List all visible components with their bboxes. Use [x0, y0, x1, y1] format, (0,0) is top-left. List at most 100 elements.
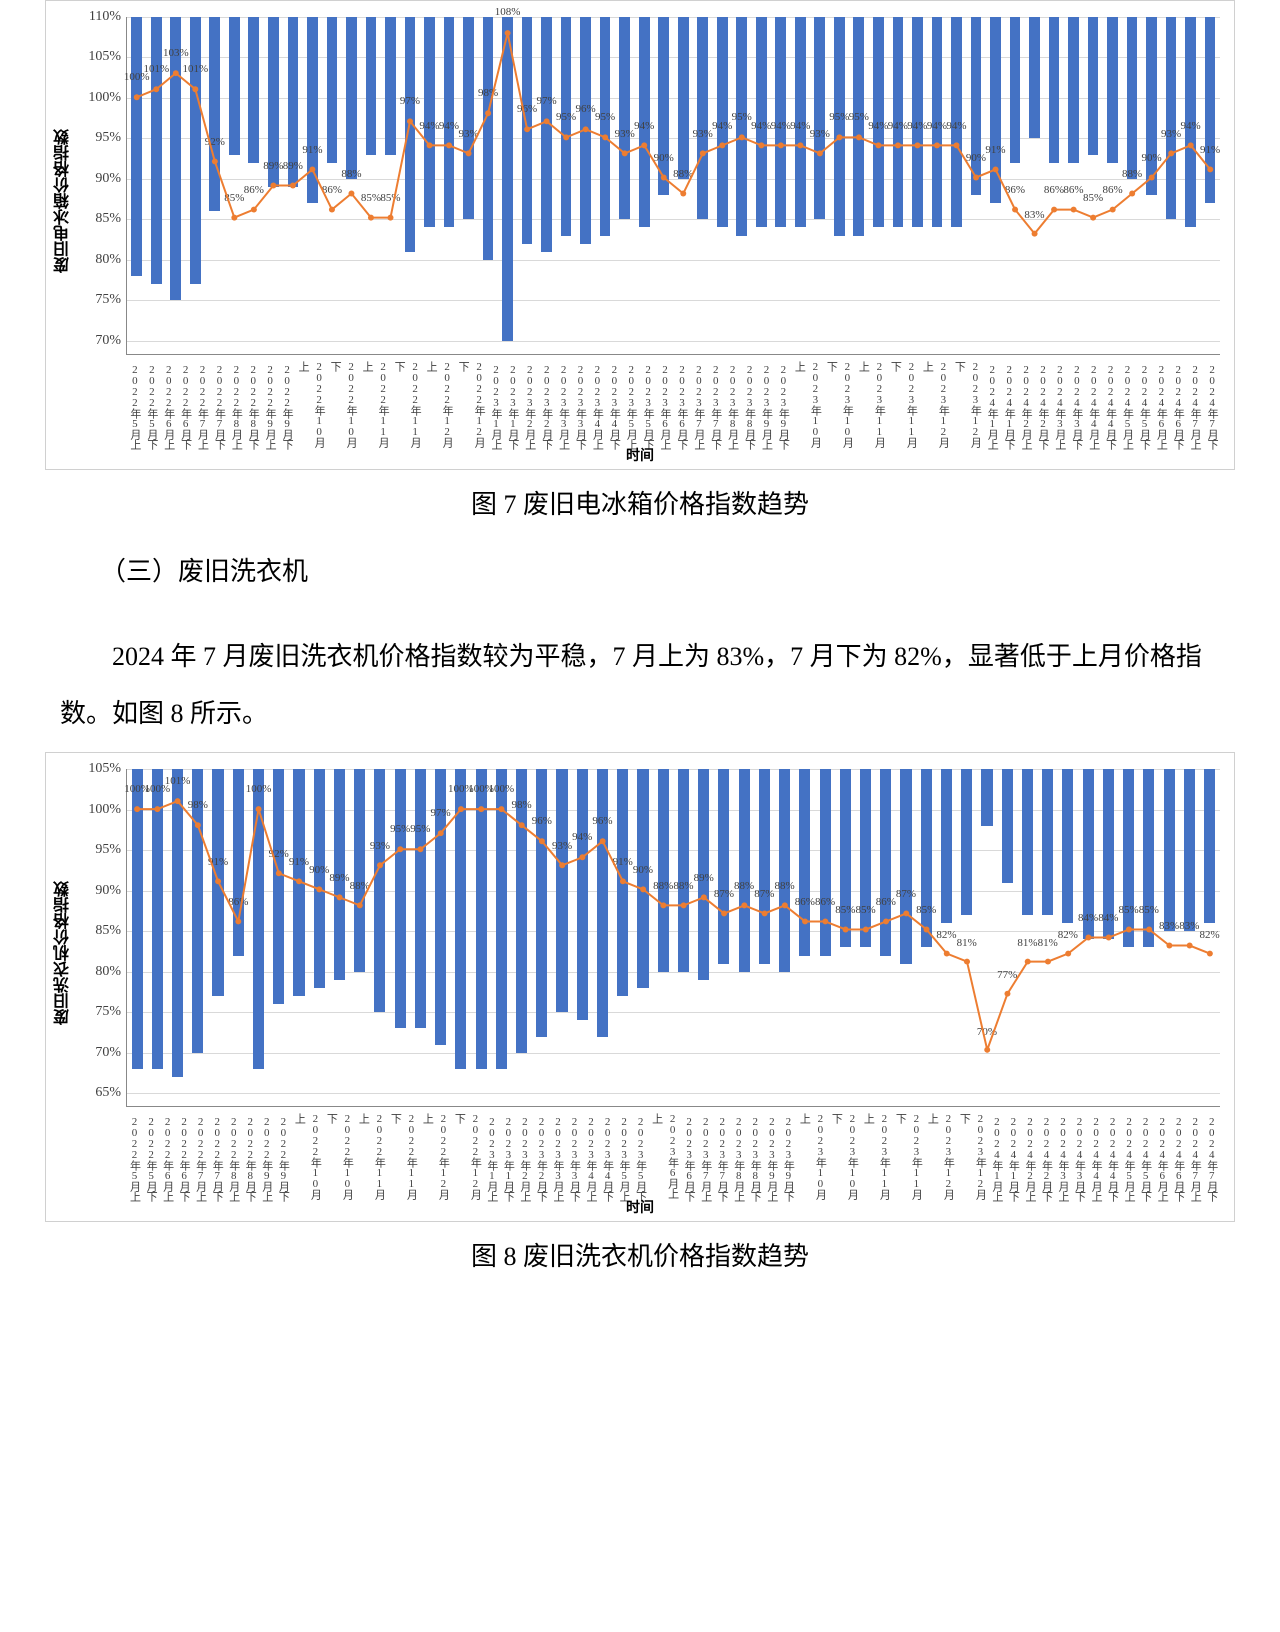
bar-wrap: 82%	[936, 769, 956, 1106]
bar-value-label: 94%	[946, 120, 966, 132]
bar	[921, 769, 932, 947]
x-tick-label: 2023年11月上	[860, 1113, 892, 1203]
bar-value-label: 95%	[556, 111, 576, 123]
bar-value-label: 91%	[613, 856, 633, 868]
bar	[233, 769, 244, 955]
bar-wrap: 95%	[732, 17, 752, 354]
x-tick-label: 2024年7月上	[1187, 1113, 1204, 1203]
bar-value-label: 98%	[511, 799, 531, 811]
x-tick-label: 2023年12月上	[919, 361, 951, 451]
bar	[170, 17, 181, 300]
x-tick-label: 2023年9月上	[758, 361, 775, 451]
x-tick-label: 2023年10月上	[796, 1113, 828, 1203]
bars-group: 100%101%103%101%92%85%86%89%89%91%86%88%…	[127, 17, 1220, 354]
bar-value-label: 101%	[165, 775, 191, 787]
bar-value-label: 85%	[1139, 904, 1159, 916]
bar-value-label: 88%	[673, 880, 693, 892]
y-tick-label: 85%	[95, 211, 127, 227]
x-tick-label: 2023年3月上	[555, 361, 572, 451]
bar-value-label: 86%	[1102, 184, 1122, 196]
x-tick-label: 2024年4月下	[1102, 361, 1119, 451]
bar-wrap: 85%	[381, 17, 401, 354]
bar-value-label: 88%	[653, 880, 673, 892]
x-tick-label: 2022年11月下	[387, 1113, 419, 1203]
bar-value-label: 86%	[244, 184, 264, 196]
bar-wrap: 96%	[517, 17, 537, 354]
bar-wrap: 95%	[410, 769, 430, 1106]
x-tick-label: 2022年7月下	[209, 1113, 226, 1203]
x-tick-label: 2024年2月上	[1017, 361, 1034, 451]
x-axis-title: 时间	[626, 445, 654, 465]
bar-value-label: 81%	[957, 937, 977, 949]
bar-value-label: 85%	[1119, 904, 1139, 916]
bar-wrap: 101%	[147, 17, 167, 354]
bar-value-label: 95%	[410, 823, 430, 835]
x-tick-label: 2022年6月上	[160, 361, 177, 451]
bar-wrap: 86%	[876, 769, 896, 1106]
bar-value-label: 91%	[985, 144, 1005, 156]
bar-value-label: 82%	[1199, 929, 1219, 941]
bar	[961, 769, 972, 915]
x-tick-label: 2023年8月上	[724, 361, 741, 451]
bar-wrap: 92%	[269, 769, 289, 1106]
bar-wrap: 94%	[771, 17, 791, 354]
bar-value-label: 97%	[537, 95, 557, 107]
x-tick-label: 2024年5月下	[1137, 1113, 1154, 1203]
bar	[834, 17, 845, 236]
bar-wrap: 90%	[1142, 17, 1162, 354]
x-tick-label: 2022年6月下	[177, 361, 194, 451]
x-tick-label: 2024年2月下	[1034, 361, 1051, 451]
x-tick-label: 2024年1月下	[1005, 1113, 1022, 1203]
bar	[346, 17, 357, 179]
bar	[307, 17, 318, 203]
x-tick-label: 2022年12月下	[455, 361, 487, 451]
x-tick-label: 2022年10月上	[295, 361, 327, 451]
bar	[759, 769, 770, 963]
x-tick-label: 2023年12月下	[956, 1113, 988, 1203]
bar-wrap: 85%	[225, 17, 245, 354]
x-tick-label: 2023年6月下	[673, 361, 690, 451]
bar-value-label: 93%	[810, 128, 830, 140]
bar-value-label: 83%	[1159, 920, 1179, 932]
bar-wrap: 86%	[228, 769, 248, 1106]
bar	[658, 769, 669, 971]
bar-wrap: 90%	[966, 17, 986, 354]
bar-value-label: 84%	[1078, 912, 1098, 924]
bar-value-label: 86%	[815, 896, 835, 908]
bar-wrap: 82%	[1199, 769, 1219, 1106]
x-tick-label: 2022年12月上	[423, 361, 455, 451]
bar-wrap: 86%	[244, 17, 264, 354]
bar-wrap: 86%	[795, 769, 815, 1106]
x-tick-label: 2024年5月上	[1119, 361, 1136, 451]
chart-washing-machine-price-index: 废旧洗衣机价格指数65%70%75%80%85%90%95%100%105%10…	[45, 752, 1235, 1222]
x-tick-label: 2023年2月上	[521, 361, 538, 451]
y-tick-label: 100%	[88, 90, 127, 106]
x-tick-label: 2023年4月上	[589, 361, 606, 451]
bar-value-label: 95%	[390, 823, 410, 835]
x-tick-label: 2024年2月上	[1021, 1113, 1038, 1203]
bar-value-label: 86%	[322, 184, 342, 196]
x-tick-label: 2024年6月下	[1170, 1113, 1187, 1203]
bar-wrap: 94%	[712, 17, 732, 354]
bar-value-label: 98%	[188, 799, 208, 811]
bar-value-label: 93%	[552, 840, 572, 852]
x-tick-label: 2023年1月下	[504, 361, 521, 451]
bar	[971, 17, 982, 195]
bar	[853, 17, 864, 236]
bar	[1042, 769, 1053, 915]
x-tick-label: 2023年4月下	[599, 1113, 616, 1203]
bar-value-label: 85%	[855, 904, 875, 916]
y-tick-label: 75%	[95, 1004, 127, 1020]
bar-value-label: 86%	[228, 896, 248, 908]
x-tick-label: 2022年10月上	[291, 1113, 323, 1203]
x-tick-label: 2022年9月下	[278, 361, 295, 451]
y-tick-label: 105%	[88, 761, 127, 777]
bar	[736, 17, 747, 236]
bar	[739, 769, 750, 971]
bar	[1107, 17, 1118, 163]
x-tick-label: 2022年8月上	[225, 1113, 242, 1203]
x-tick-label: 2024年3月下	[1068, 361, 1085, 451]
bar-value-label: 82%	[936, 929, 956, 941]
bar-value-label: 91%	[1200, 144, 1220, 156]
x-tick-label: 2022年7月下	[211, 361, 228, 451]
